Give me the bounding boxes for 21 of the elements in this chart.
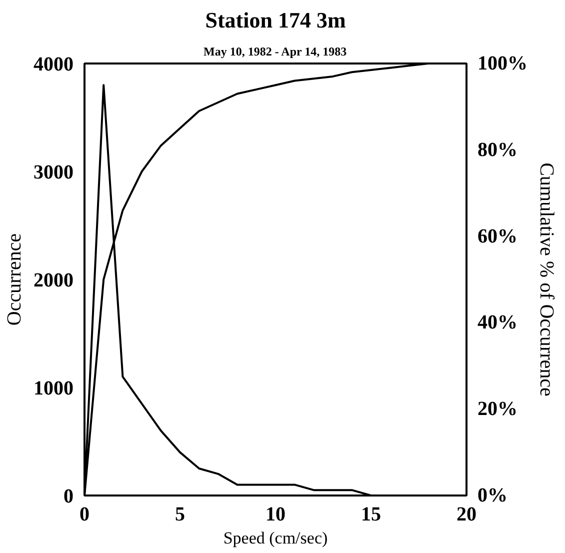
- x-tick-label: 5: [175, 504, 185, 526]
- y2-axis-title: Cumulative % of Occurrence: [536, 162, 558, 397]
- y2-tick-label: 40%: [478, 312, 518, 334]
- x-tick-label: 0: [80, 504, 90, 526]
- y2-tick-label: 80%: [478, 138, 518, 161]
- x-tick-label: 20: [456, 504, 476, 526]
- y2-tick-label: 0%: [478, 484, 508, 506]
- x-axis-title: Speed (cm/sec): [223, 528, 328, 548]
- y-axis-title: Occurrence: [4, 233, 26, 326]
- x-tick-label: 10: [266, 504, 286, 526]
- y-tick-label: 4000: [34, 54, 74, 76]
- y-tick-label: 1000: [34, 378, 74, 400]
- y-tick-label: 0: [64, 486, 74, 508]
- x-tick-label: 15: [361, 504, 381, 526]
- y2-tick-label: 60%: [478, 225, 518, 248]
- y-tick-label: 2000: [34, 270, 74, 292]
- chart-title: Station 174 3m: [205, 8, 346, 32]
- y2-tick-label: 100%: [478, 52, 528, 74]
- chart-subtitle: May 10, 1982 - Apr 14, 1983: [204, 44, 347, 58]
- y2-tick-label: 20%: [478, 398, 518, 420]
- y-tick-label: 3000: [34, 162, 74, 184]
